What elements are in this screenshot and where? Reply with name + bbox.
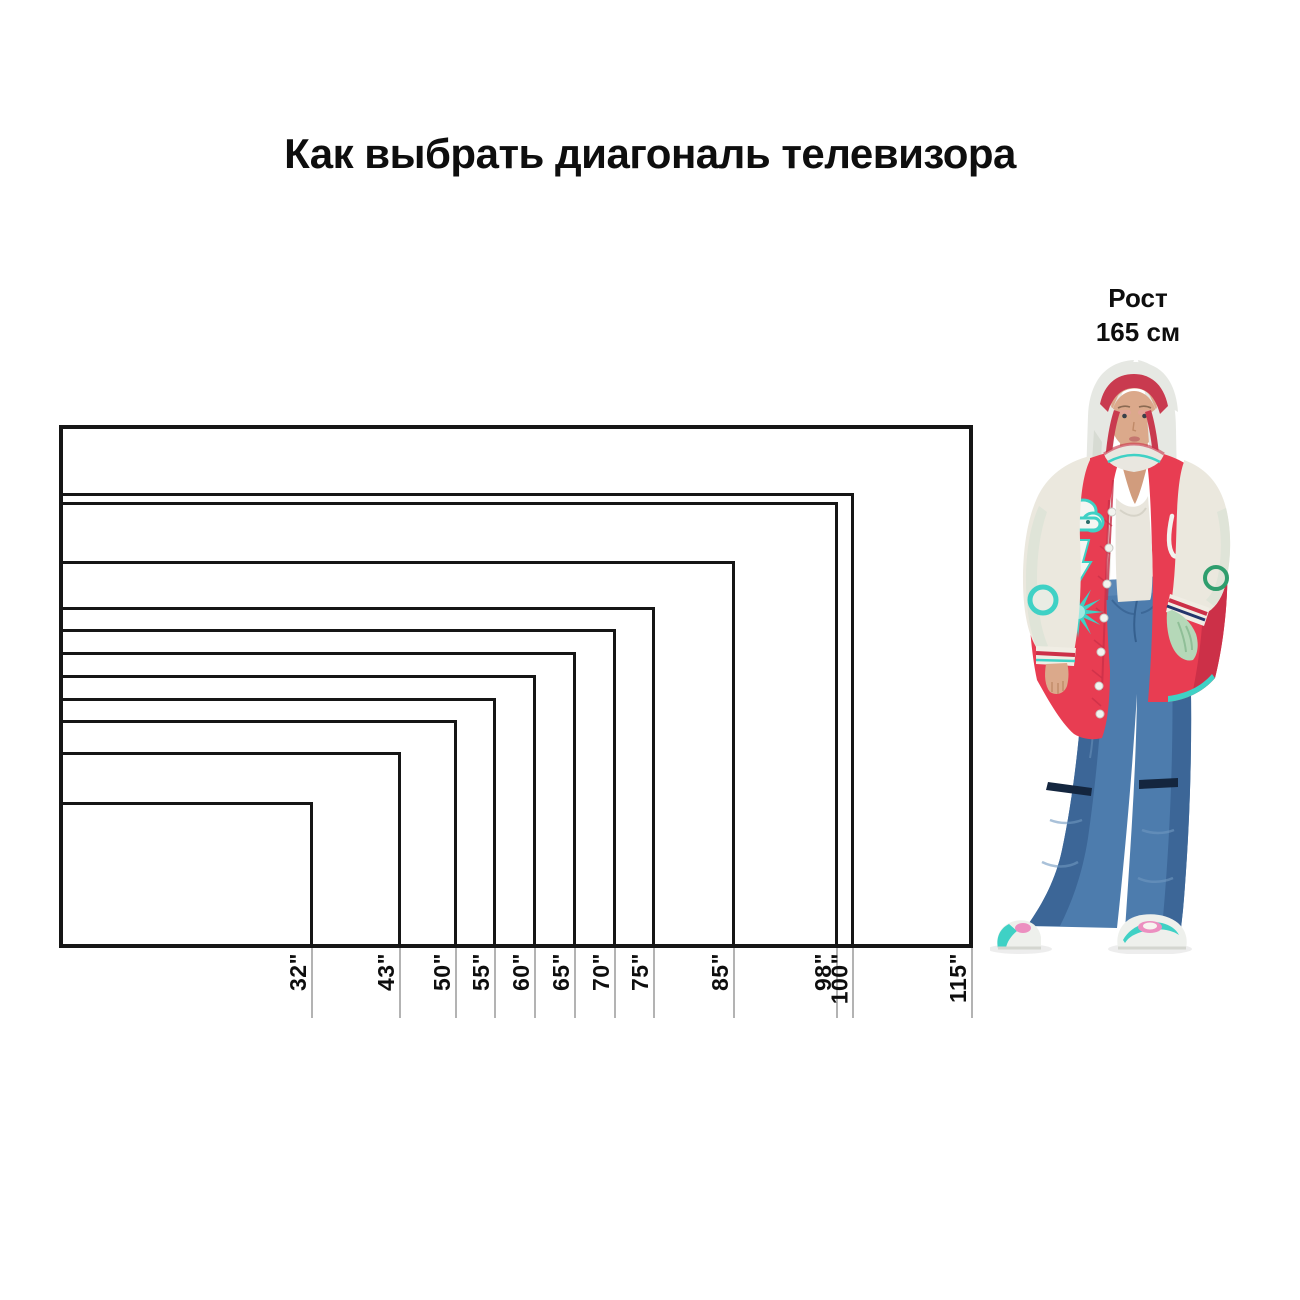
size-label-32in: 32" <box>285 953 311 991</box>
size-tick-32in <box>311 948 313 1018</box>
size-label-100in: 100" <box>826 953 852 1005</box>
tank-top <box>1115 496 1153 602</box>
left-hand <box>1045 663 1069 694</box>
person-height-line1: Рост <box>1108 283 1168 313</box>
page-title: Как выбрать диагональ телевизора <box>284 130 1016 177</box>
size-tick-60in <box>534 948 536 1018</box>
size-tick-115in <box>971 948 973 1018</box>
size-tick-50in <box>455 948 457 1018</box>
size-tick-70in <box>614 948 616 1018</box>
jacket-sleeves <box>1023 456 1231 666</box>
person-height-label: Рост 165 см <box>1038 281 1238 349</box>
size-label-60in: 60" <box>508 953 534 991</box>
jacket-collar <box>1103 442 1165 472</box>
size-tick-75in <box>653 948 655 1018</box>
sneakers <box>997 914 1187 950</box>
person-figure <box>990 360 1231 954</box>
size-tick-43in <box>399 948 401 1018</box>
size-label-50in: 50" <box>429 953 455 991</box>
size-label-55in: 55" <box>468 953 494 991</box>
size-tick-100in <box>852 948 854 1018</box>
size-label-65in: 65" <box>548 953 574 991</box>
person-height-line2: 165 см <box>1095 317 1181 347</box>
hands <box>1045 610 1198 694</box>
size-label-43in: 43" <box>373 953 399 991</box>
tv-rect-115in <box>59 425 973 948</box>
size-label-85in: 85" <box>707 953 733 991</box>
size-tick-55in <box>494 948 496 1018</box>
size-label-115in: 115" <box>945 953 971 1004</box>
size-tick-85in <box>733 948 735 1018</box>
size-tick-98in <box>836 948 838 1018</box>
size-label-75in: 75" <box>627 953 653 991</box>
size-tick-65in <box>574 948 576 1018</box>
right-sleeve <box>1172 460 1231 612</box>
size-label-70in: 70" <box>588 953 614 991</box>
